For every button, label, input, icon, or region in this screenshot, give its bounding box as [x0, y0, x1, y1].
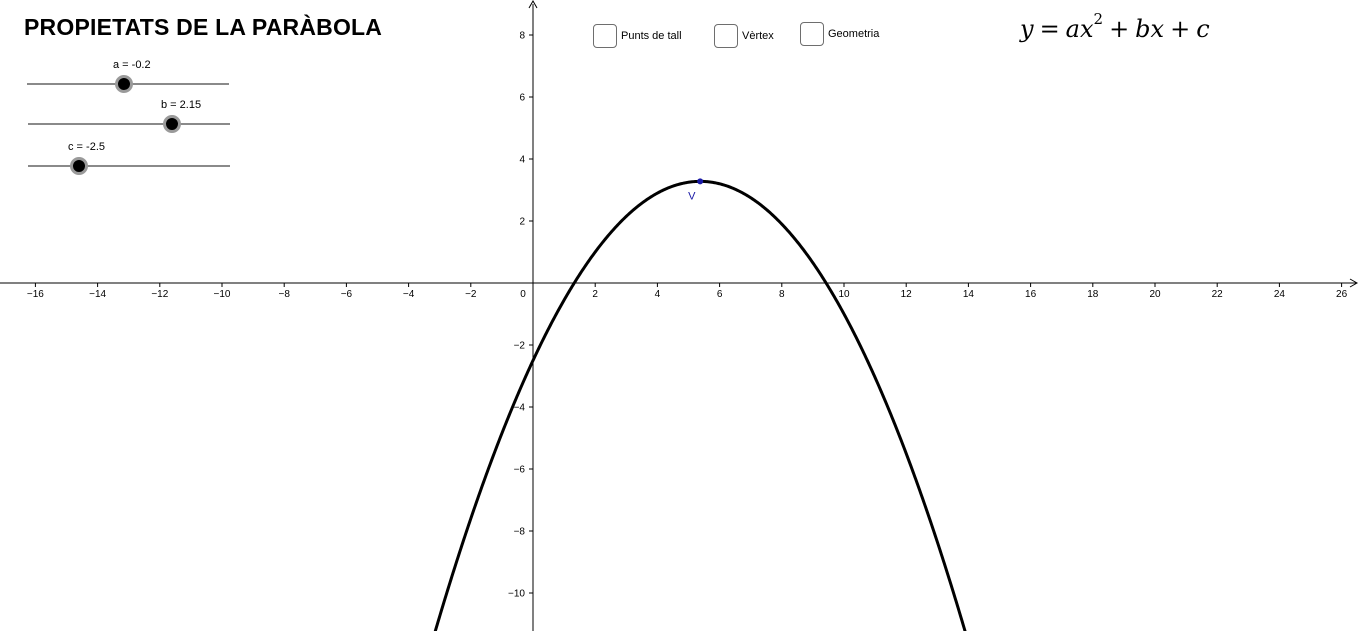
checkbox-vertex[interactable]: Vèrtex	[714, 24, 774, 48]
x-tick-label: 16	[1025, 289, 1037, 300]
formula-plus-1: +	[1109, 15, 1130, 43]
y-tick-label: 2	[519, 217, 525, 228]
vertex-label: V	[688, 190, 696, 202]
formula-exponent: 2	[1093, 10, 1104, 28]
slider-c-knob[interactable]	[70, 157, 88, 175]
y-tick-label: −4	[514, 403, 526, 414]
y-tick-label: 8	[519, 31, 525, 42]
slider-b-knob[interactable]	[163, 115, 181, 133]
checkbox-punts-de-tall-box[interactable]	[593, 24, 617, 48]
x-tick-label: 26	[1336, 289, 1348, 300]
x-tick-label: −4	[403, 289, 415, 300]
x-tick-label: 12	[901, 289, 913, 300]
x-tick-label: 18	[1087, 289, 1099, 300]
slider-b-label: b = 2.15	[161, 99, 202, 111]
slider-a-label: a = -0.2	[113, 59, 151, 71]
vertex-point[interactable]	[697, 178, 704, 185]
slider-a-knob[interactable]	[115, 75, 133, 93]
parabola-formula: y = ax2 + bx + c	[1020, 10, 1210, 43]
formula-term-b: bx	[1135, 15, 1165, 43]
y-tick-label: 6	[519, 93, 525, 104]
x-tick-label: 2	[592, 289, 598, 300]
y-tick-label: −10	[508, 589, 525, 600]
page-title: PROPIETATS DE LA PARÀBOLA	[24, 14, 383, 40]
x-tick-label: 22	[1212, 289, 1224, 300]
x-tick-label: 8	[779, 289, 785, 300]
formula-term-c: c	[1196, 15, 1210, 43]
formula-plus-2: +	[1170, 15, 1191, 43]
x-tick-label: −14	[89, 289, 106, 300]
x-tick-label: 14	[963, 289, 975, 300]
x-tick-label: 4	[655, 289, 661, 300]
formula-term-a: ax	[1065, 15, 1094, 43]
y-tick-label: −2	[514, 341, 526, 352]
checkbox-punts-de-tall-label[interactable]: Punts de tall	[621, 30, 682, 42]
checkbox-geometria-label[interactable]: Geometria	[828, 28, 880, 40]
x-tick-label: −12	[151, 289, 168, 300]
checkbox-vertex-box[interactable]	[714, 24, 738, 48]
x-tick-label: −10	[214, 289, 231, 300]
x-tick-label: 6	[717, 289, 723, 300]
y-tick-label: −8	[514, 527, 526, 538]
checkbox-vertex-label[interactable]: Vèrtex	[742, 30, 774, 42]
y-tick-label: −6	[514, 465, 526, 476]
formula-equals: =	[1039, 15, 1060, 43]
formula-lhs: y	[1020, 15, 1034, 43]
x-tick-label: −6	[341, 289, 353, 300]
y-tick-label: 4	[519, 155, 525, 166]
x-tick-label: −16	[27, 289, 44, 300]
x-tick-label: 24	[1274, 289, 1286, 300]
checkbox-geometria[interactable]: Geometria	[800, 22, 879, 46]
slider-c-track[interactable]	[28, 165, 230, 167]
x-tick-label: 10	[838, 289, 850, 300]
checkbox-punts-de-tall[interactable]: Punts de tall	[593, 24, 682, 48]
x-axis-arrow	[1349, 278, 1359, 288]
tick-marks: −16 −14 −12 −10 −8 −6 −4 −2 0 2 4 6 8 10 12 14 16 18 20 22 2…	[27, 31, 1348, 600]
parabola-curve[interactable]	[433, 179, 967, 631]
slider-b-track[interactable]	[28, 123, 230, 125]
x-tick-label: 20	[1149, 289, 1161, 300]
x-tick-label: −8	[278, 289, 290, 300]
x-tick-label: −2	[465, 289, 477, 300]
y-axis-arrow	[528, 0, 538, 9]
x-tick-label: 0	[520, 289, 526, 300]
slider-c-label: c = -2.5	[68, 141, 105, 153]
checkbox-geometria-box[interactable]	[800, 22, 824, 46]
